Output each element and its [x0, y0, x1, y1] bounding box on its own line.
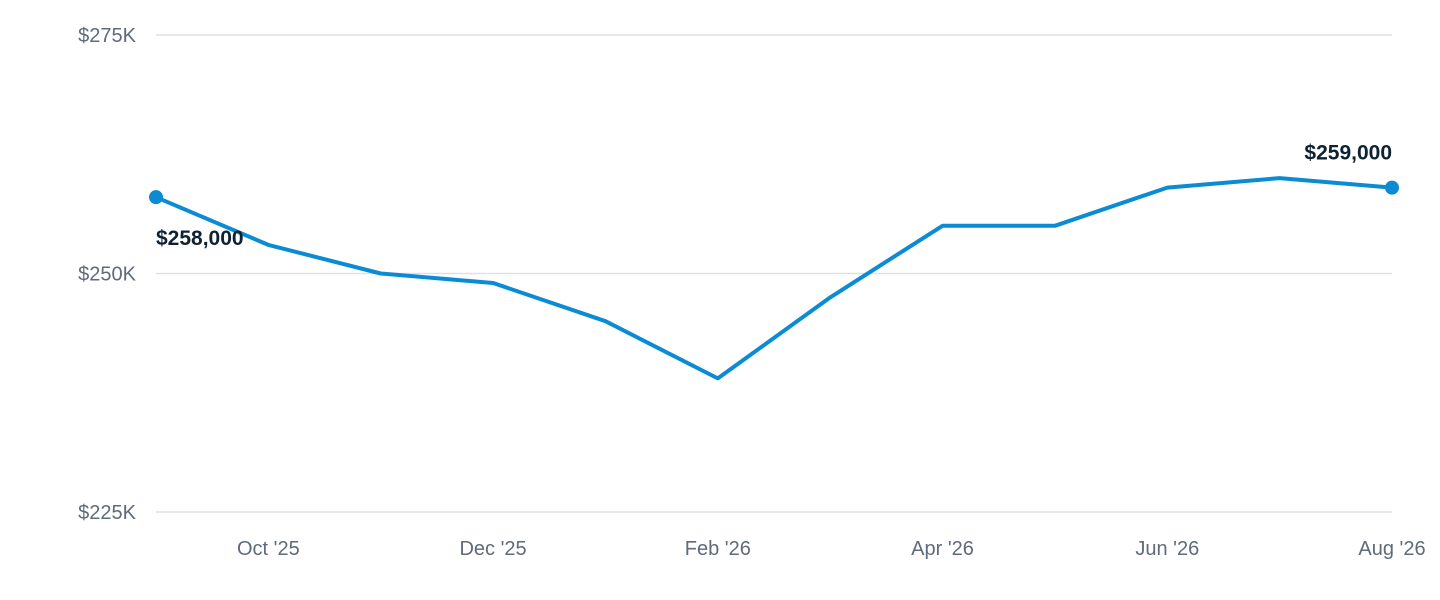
grid-layer — [156, 34, 1392, 513]
y-tick-label: $225K — [78, 502, 136, 524]
series-layer — [154, 176, 1394, 381]
x-tick-label: Oct '25 — [237, 538, 300, 560]
series-line — [154, 176, 1394, 381]
x-tick-label: Dec '25 — [459, 538, 526, 560]
x-tick-label: Jun '26 — [1135, 538, 1199, 560]
y-tick-label: $275K — [78, 25, 136, 47]
annotation-marker — [149, 190, 163, 205]
x-tick-label: Aug '26 — [1358, 538, 1425, 560]
x-tick-label: Feb '26 — [685, 538, 751, 560]
annotation-layer: $258,000 $259,000 — [149, 142, 1399, 250]
y-tick-label: $250K — [78, 264, 136, 286]
y-axis-labels: $225K $250K $275K — [78, 25, 136, 524]
annotation-marker — [1385, 180, 1399, 195]
data-label: $259,000 — [1304, 142, 1392, 165]
x-tick-label: Apr '26 — [911, 538, 974, 560]
data-label: $258,000 — [156, 227, 244, 250]
x-axis-labels: Oct '25 Dec '25 Feb '26 Apr '26 Jun '26 Aug '… — [237, 538, 1426, 560]
